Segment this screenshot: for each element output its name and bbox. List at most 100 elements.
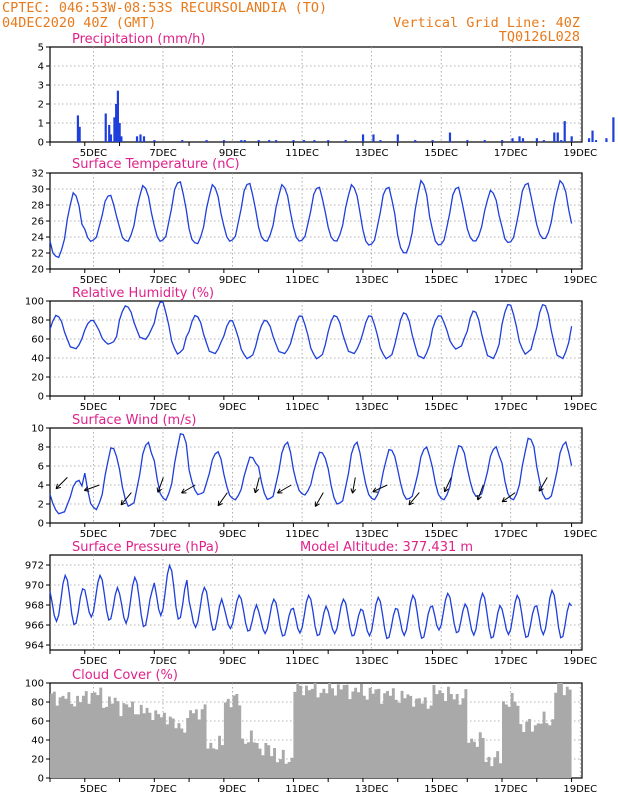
y-tick-label: 32 (31, 169, 44, 180)
precip-bar (313, 140, 316, 142)
y-tick-label: 100 (25, 297, 44, 308)
x-tick-label: 17DEC (494, 529, 528, 540)
x-tick-label: 15DEC (424, 275, 458, 286)
y-tick-label: 30 (31, 185, 44, 196)
x-tick-label: 9DEC (219, 148, 246, 159)
wind-arrow (181, 484, 196, 494)
y-tick-label: 20 (31, 265, 44, 276)
wind-arrow (408, 492, 420, 506)
precip-bar (431, 140, 434, 142)
y-tick-label: 28 (31, 201, 44, 212)
x-tick-label: 15DEC (424, 402, 458, 413)
precip-bar (108, 124, 111, 142)
precip-bar (396, 134, 399, 142)
wind-arrow (314, 492, 324, 507)
x-tick-label: 5DEC (80, 784, 107, 795)
y-tick-label: 40 (31, 736, 44, 747)
x-tick-label: 7DEC (149, 784, 176, 795)
y-tick-label: 24 (31, 233, 44, 244)
x-tick-label: 9DEC (219, 529, 246, 540)
wind-arrow (217, 492, 228, 506)
wind-arrow-head (277, 488, 283, 494)
y-tick-label: 3 (38, 81, 44, 92)
cloud-cover-area (50, 683, 572, 778)
panel-title: Surface Pressure (hPa) (72, 540, 219, 555)
x-tick-label: 5DEC (80, 529, 107, 540)
y-tick-label: 0 (38, 774, 44, 785)
y-tick-label: 60 (31, 335, 44, 346)
panel-annotation: Model Altitude: 377.431 m (300, 540, 473, 555)
wind-arrow (538, 477, 548, 492)
x-tick-label: 7DEC (149, 148, 176, 159)
precip-bar (120, 136, 123, 142)
wind-arrow-head (181, 488, 187, 494)
x-tick-label: 19DEC (563, 529, 597, 540)
wind-arrow-head (314, 501, 320, 507)
y-tick-label: 964 (25, 641, 44, 652)
precip-bar (104, 113, 107, 142)
x-tick-label: 17DEC (494, 275, 528, 286)
wind-arrow-head (443, 486, 449, 493)
panel-1: 0 1 2 3 4 5 5DEC 7DEC 9DEC 11DEC 13DEC 15DEC 17DEC 19… (38, 32, 615, 159)
wind-arrow-head (217, 500, 223, 507)
x-tick-label: 13DEC (355, 529, 389, 540)
precip-bar (379, 140, 382, 142)
precip-bar (257, 140, 260, 142)
wind-arrow-head (538, 486, 544, 492)
panel-2: 20 22 24 26 28 30 32 5DEC 7DEC 9DEC 11DEC 13DEC 15DE… (31, 157, 597, 286)
precip-bar (78, 126, 81, 142)
x-tick-label: 11DEC (285, 148, 319, 159)
x-tick-label: 5DEC (80, 402, 107, 413)
y-tick-label: 966 (25, 621, 44, 632)
precip-bar (361, 134, 365, 142)
x-tick-label: 9DEC (219, 275, 246, 286)
precip-bar (268, 140, 271, 142)
precip-bar (115, 104, 118, 142)
wind-arrow (477, 484, 484, 501)
panel-title: Cloud Cover (%) (72, 668, 178, 683)
x-tick-label: 9DEC (219, 656, 246, 667)
y-tick-label: 5 (38, 43, 44, 54)
wind-arrow (501, 492, 516, 503)
model-code: TQ0126L028 (499, 29, 580, 45)
wind-arrow-head (253, 487, 259, 494)
panel-5: 964 966 968 970 972 5DEC 7DEC 9DEC 11DEC 13DEC 15D… (25, 540, 597, 667)
y-tick-label: 968 (25, 601, 44, 612)
precip-bar (535, 138, 538, 142)
x-tick-label: 19DEC (563, 402, 597, 413)
header: CPTEC: 046:53W-08:53S RECURSOLANDIA (TO)… (2, 0, 580, 45)
panel-3: 0 20 40 60 80 100 5DEC 7DEC 9DEC 11DEC 13DEC 15DEC 1… (25, 286, 597, 413)
x-tick-label: 7DEC (149, 529, 176, 540)
y-tick-label: 0 (38, 138, 44, 149)
precip-bar (222, 140, 226, 142)
x-tick-label: 13DEC (355, 656, 389, 667)
precip-bar (205, 140, 208, 142)
y-tick-label: 970 (25, 581, 44, 592)
panel-6: 0 20 40 60 80 100 5DEC 7DEC 9DEC 11DEC 13DEC 15DEC 1… (25, 668, 597, 795)
x-tick-label: 7DEC (149, 275, 176, 286)
wind-arrow (372, 484, 388, 493)
precip-bar (563, 121, 566, 142)
y-tick-label: 4 (38, 481, 44, 492)
y-tick-label: 60 (31, 717, 44, 728)
precip-bar (570, 136, 573, 142)
precip-bar (139, 134, 142, 142)
x-tick-label: 7DEC (149, 402, 176, 413)
panel-frame (49, 46, 583, 143)
wind-arrow (254, 477, 260, 493)
precip-bar (605, 138, 608, 142)
x-tick-label: 5DEC (80, 148, 107, 159)
x-tick-label: 17DEC (494, 402, 528, 413)
precip-bar (243, 140, 246, 142)
panel-title: Relative Humidity (%) (72, 286, 214, 301)
wind-arrow (55, 477, 68, 490)
panel-frame (49, 300, 583, 397)
x-tick-label: 11DEC (285, 275, 319, 286)
x-tick-label: 13DEC (355, 275, 389, 286)
precip-bar (327, 140, 330, 142)
wind-speed-line (49, 433, 573, 515)
wind-arrow-head (83, 486, 90, 492)
y-tick-label: 2 (38, 500, 44, 511)
precip-bar (466, 140, 469, 142)
